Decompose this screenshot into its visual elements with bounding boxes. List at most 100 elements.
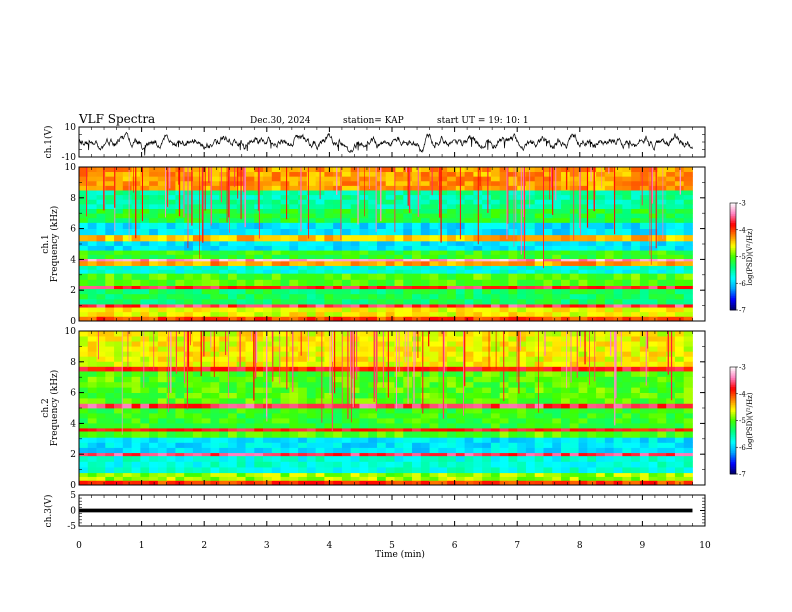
spectrogram-cell (412, 234, 422, 242)
spectrogram-cell (271, 408, 281, 414)
spectrogram-cell (333, 279, 343, 286)
spectrogram-cell (604, 171, 614, 177)
spectrogram-cell (122, 203, 132, 209)
spectrogram-cell (482, 397, 492, 404)
spectrogram-cell (499, 371, 509, 377)
spectrogram-cell (464, 351, 474, 357)
spectrogram-cell (429, 269, 439, 274)
spectrogram-cell (368, 185, 378, 191)
spectrogram-cell (639, 265, 650, 270)
spectrogram-cell (271, 341, 281, 347)
spectrogram-cell (192, 217, 203, 223)
spectrogram-cell (210, 361, 220, 367)
spectrogram-cell (648, 258, 658, 262)
spectrogram-cell (131, 288, 141, 295)
spectrogram-cell (394, 376, 404, 383)
spectrogram-cell (87, 307, 97, 313)
spectrogram-cell (447, 254, 457, 260)
spectrogram-cell (227, 442, 238, 448)
spectrogram-cell (149, 171, 159, 177)
spectrogram-cell (473, 442, 483, 448)
spectrogram-cell (210, 316, 220, 322)
spectrogram-cell (341, 298, 352, 305)
spectrogram-cell (648, 250, 658, 255)
spectrogram-cell (254, 361, 264, 367)
spectrogram-cell (192, 397, 203, 404)
spectrogram-cell (420, 167, 430, 173)
spectrogram-cell (192, 392, 203, 399)
spectrogram-cell (236, 293, 246, 300)
spectrogram-cell (639, 455, 650, 462)
spectrogram-cell (394, 467, 404, 474)
spectrogram-cell (508, 213, 518, 219)
spectrogram-cell (394, 203, 404, 209)
spectrogram-cell (105, 311, 115, 317)
spectrogram-cell (192, 423, 203, 429)
spectrogram-cell (508, 408, 518, 414)
spectrogram-cell (87, 476, 97, 481)
spectrogram-cell (376, 260, 387, 266)
spectrogram-cell (420, 307, 430, 313)
spectrogram-cell (157, 447, 168, 454)
spectrogram-cell (96, 442, 106, 448)
spectrogram-cell (552, 346, 562, 352)
spectrogram-cell (280, 392, 290, 399)
spectrogram-cell (631, 476, 641, 481)
spectrogram-cell (359, 461, 369, 468)
spectrogram-cell (429, 222, 439, 229)
spectrogram-cell (482, 476, 492, 481)
spectrogram-cell (192, 245, 203, 251)
spectrogram-cell (289, 273, 299, 280)
spectrogram-cell (289, 190, 299, 196)
spectrogram-cell (613, 356, 623, 362)
spectrogram-cell (114, 452, 124, 457)
spectrogram-cell (429, 199, 439, 205)
spectrogram-cell (219, 392, 229, 399)
spectrogram-cell (87, 234, 97, 242)
spectrogram-cell (263, 185, 273, 191)
spectrogram-cell (96, 234, 106, 242)
spectrogram-cell (517, 258, 527, 262)
spectrogram-cell (639, 341, 650, 347)
spectrogram-cell (376, 476, 387, 481)
spectrogram-cell (341, 228, 352, 236)
colorbar-segment (730, 252, 736, 256)
spectrogram-cell (552, 228, 562, 236)
spectrogram-cell (122, 331, 132, 337)
spectrogram-cell (674, 254, 685, 260)
spectrogram-cell (315, 285, 325, 290)
spectrogram-cell (157, 260, 168, 266)
spectrogram-cell (359, 260, 369, 266)
spectrogram-cell (569, 217, 579, 223)
spectrogram-cell (604, 381, 614, 388)
spectrogram-cell (192, 180, 203, 186)
spectrogram-cell (482, 387, 492, 393)
spectrogram-cell (376, 213, 387, 219)
spectrogram-cell (622, 208, 632, 214)
spectrogram-cell (175, 392, 185, 399)
spectrogram-cell (157, 428, 168, 432)
spectrogram-cell (254, 472, 264, 477)
spectrogram-cell (263, 476, 273, 481)
spectrogram-cell (96, 397, 106, 404)
spectrogram-cell (569, 293, 579, 300)
spectrogram-cell (683, 472, 693, 477)
spectrogram-cell (552, 304, 562, 308)
spectrogram-cell (254, 418, 264, 424)
spectrogram-cell (534, 180, 544, 186)
spectrogram-cell (79, 222, 89, 229)
spectrogram-cell (499, 408, 509, 414)
spectrogram-cell (657, 258, 667, 262)
spectrogram-cell (534, 366, 544, 372)
spectrogram-cell (201, 341, 211, 347)
spectrogram-cell (429, 194, 439, 200)
spectrogram-cell (578, 371, 588, 377)
spectrogram-cell (412, 452, 422, 457)
spectrogram-cell (368, 199, 378, 205)
spectrogram-cell (683, 316, 693, 322)
spectrogram-cell (87, 447, 97, 454)
spectrogram-cell (596, 476, 606, 481)
spectrogram-cell (666, 279, 676, 286)
spectrogram-cell (184, 442, 194, 448)
spectrogram-cell (473, 265, 483, 270)
